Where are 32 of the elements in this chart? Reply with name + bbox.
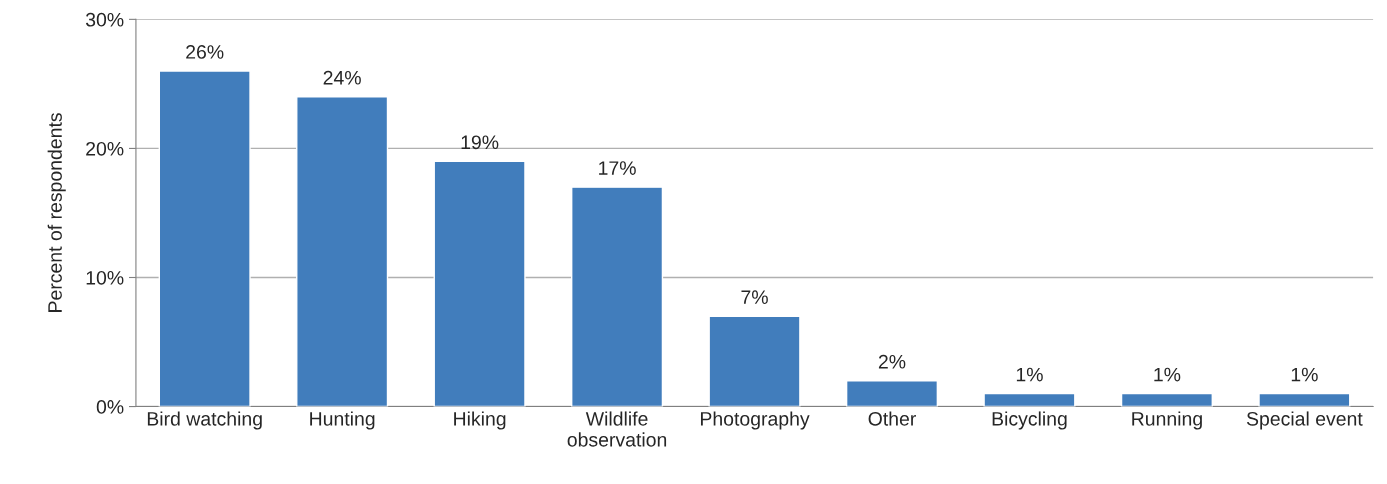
y-tick-label: 10% [86,270,124,285]
x-tick-label: Wildlife observation [567,411,667,447]
bar [983,392,1076,407]
bar [1258,392,1351,407]
bar [1120,392,1213,407]
x-tick-label: Other [868,411,916,426]
data-label: 7% [741,290,768,304]
data-label: 17% [599,161,636,175]
y-tick-label: 20% [86,141,124,156]
data-label: 26% [186,45,224,59]
x-tick-label: Hiking [454,411,506,430]
bar [708,315,801,407]
data-label: 1% [1154,367,1181,382]
data-label: 19% [461,135,499,150]
x-tick-label: Photography [700,411,810,430]
bar [158,70,251,407]
bar [845,380,939,407]
data-label: 2% [878,354,906,369]
x-tick-label: Bicycling [992,411,1067,430]
bar [296,96,389,407]
y-tick-label: 0% [96,400,124,414]
x-tick-label: Hunting [310,411,375,430]
data-label: 24% [323,70,361,85]
y-axis-title: Percent of respondents [47,113,66,312]
data-label: 1% [1016,367,1043,382]
x-tick-label: Special event [1246,411,1363,430]
bar [433,160,526,407]
y-tick-label: 30% [85,12,124,27]
x-tick-label: Running [1132,411,1202,430]
bar [571,186,664,407]
data-label: 1% [1291,367,1318,382]
x-tick-label: Bird watching [147,411,262,430]
